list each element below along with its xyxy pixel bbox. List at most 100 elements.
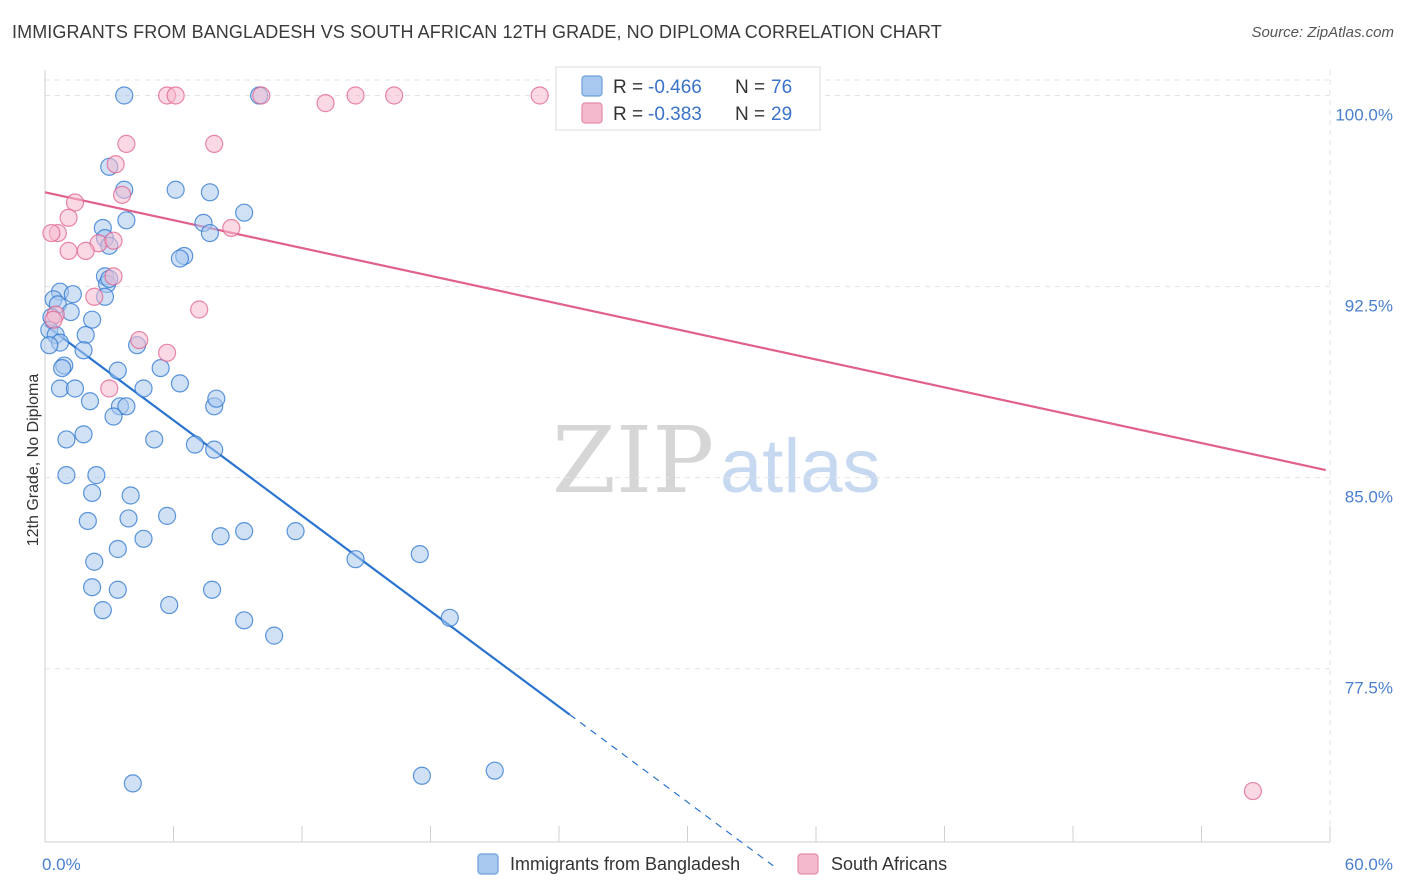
bangladesh-point — [57, 430, 76, 449]
bangladesh-point — [134, 529, 153, 548]
south-africans-point — [85, 287, 104, 306]
chart-title: IMMIGRANTS FROM BANGLADESH VS SOUTH AFRI… — [12, 22, 942, 42]
legend: Immigrants from Bangladesh South African… — [477, 853, 947, 875]
south-africans-point — [117, 134, 136, 153]
bangladesh-point — [170, 249, 190, 268]
bangladesh-point — [76, 325, 95, 345]
bangladesh-point — [93, 601, 112, 620]
stats-swatch-south-africans — [581, 102, 603, 124]
bangladesh-point — [265, 626, 284, 645]
south-africans-point — [106, 155, 125, 174]
south-africans-point — [346, 86, 365, 105]
bangladesh-point — [80, 392, 100, 411]
bangladesh-point — [74, 341, 93, 360]
bangladesh-point — [53, 358, 72, 378]
south-africans-point — [59, 208, 78, 227]
bangladesh-point — [61, 302, 80, 322]
south-africans-point — [42, 223, 61, 243]
stats-n-label-bangladesh: N = — [735, 77, 765, 98]
x-tick-label: 0.0% — [42, 855, 81, 874]
bangladesh-point — [235, 522, 254, 541]
x-tick-labels: 0.0% 60.0% — [42, 855, 1393, 874]
bangladesh-trend-extension — [569, 714, 774, 867]
bangladesh-point — [207, 389, 226, 408]
bangladesh-point — [78, 511, 97, 531]
south-africans-point — [65, 193, 85, 212]
bangladesh-point — [134, 379, 153, 398]
south-africans-point — [76, 241, 95, 260]
stats-n-label-south-africans: N = — [735, 104, 765, 125]
bangladesh-point — [63, 285, 82, 304]
bangladesh-point — [410, 544, 429, 564]
watermark-atlas: atlas — [720, 424, 881, 509]
bangladesh-point — [119, 509, 138, 528]
bangladesh-point — [151, 358, 170, 378]
bangladesh-point — [200, 183, 220, 202]
bangladesh-point — [65, 379, 85, 398]
bangladesh-point — [166, 180, 185, 199]
y-tick-label: 92.5% — [1345, 297, 1393, 316]
bangladesh-point — [83, 310, 102, 329]
y-axis-label: 12th Grade, No Diploma — [25, 374, 42, 547]
bangladesh-point — [115, 86, 134, 105]
bangladesh-point — [108, 361, 127, 380]
chart-source: Source: ZipAtlas.com — [1251, 24, 1394, 41]
south-africans-trend-line — [44, 191, 1326, 472]
bangladesh-point — [235, 611, 254, 630]
y-tick-label: 100.0% — [1335, 105, 1393, 124]
bangladesh-point — [485, 761, 504, 780]
south-africans-point — [157, 343, 177, 362]
bangladesh-trend-line — [44, 323, 571, 716]
stats-r-label-bangladesh: R = — [613, 77, 643, 98]
south-africans-point — [316, 94, 335, 113]
south-africans-point — [112, 185, 132, 204]
bangladesh-point — [145, 430, 164, 449]
bangladesh-point — [117, 397, 136, 416]
stats-n-value-bangladesh: 76 — [771, 77, 792, 98]
bangladesh-point — [200, 223, 220, 243]
bangladesh-point — [170, 374, 190, 393]
south-africans-point — [205, 134, 224, 153]
legend-label-south-africans: South Africans — [831, 854, 947, 874]
y-tick-labels: 100.0% 92.5% 85.0% 77.5% — [1335, 105, 1393, 697]
watermark-zip: ZIP — [552, 407, 714, 514]
trend-lines — [44, 191, 1326, 867]
bangladesh-point — [83, 483, 102, 503]
legend-swatch-bangladesh — [477, 853, 499, 875]
south-africans-point — [104, 231, 123, 250]
stats-r-value-south-africans: -0.383 — [648, 104, 702, 125]
bangladesh-point — [211, 527, 230, 546]
bangladesh-point — [121, 486, 140, 505]
y-tick-label: 77.5% — [1345, 679, 1393, 698]
legend-swatch-south-africans — [797, 853, 819, 875]
bangladesh-point — [286, 522, 305, 541]
bangladesh-point — [83, 578, 102, 597]
bangladesh-point — [205, 440, 224, 459]
south-africans-point — [100, 379, 119, 398]
bangladesh-point — [412, 766, 432, 785]
bangladesh-point — [123, 774, 142, 793]
legend-label-bangladesh: Immigrants from Bangladesh — [510, 854, 740, 874]
x-tick-label: 60.0% — [1345, 855, 1393, 874]
south-africans-point — [190, 300, 209, 319]
bangladesh-point — [85, 552, 104, 571]
bangladesh-point — [87, 466, 106, 485]
south-africans-point — [252, 86, 271, 105]
bangladesh-point — [235, 203, 254, 222]
bangladesh-point — [40, 336, 59, 355]
y-tick-label: 85.0% — [1345, 488, 1393, 507]
axes — [44, 70, 1331, 843]
bangladesh-point — [202, 580, 222, 599]
stats-r-label-south-africans: R = — [613, 104, 643, 125]
bangladesh-point — [74, 425, 93, 444]
south-africans-point — [530, 86, 549, 105]
south-africans-point — [222, 218, 241, 238]
bangladesh-point — [440, 608, 459, 627]
bangladesh-point — [346, 550, 365, 569]
south-africans-point — [1243, 781, 1263, 801]
bangladesh-point — [104, 407, 123, 426]
bangladesh-point — [108, 580, 127, 599]
bangladesh-point — [185, 435, 205, 454]
stats-box: R = -0.466 N = 76 R = -0.383 N = 29 — [555, 66, 821, 131]
